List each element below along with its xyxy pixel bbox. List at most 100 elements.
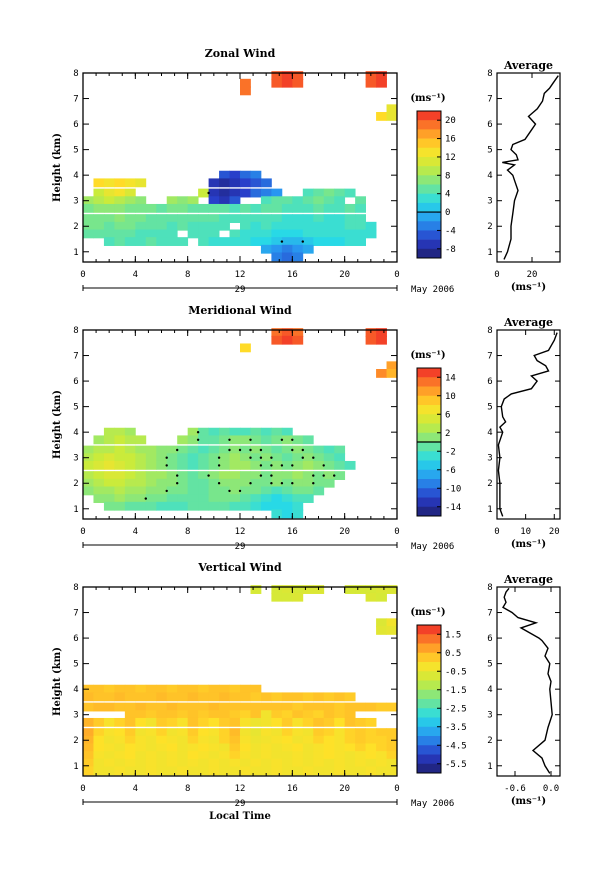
heatmap-cell [344,188,356,198]
y-tick-label: 6 [73,120,78,130]
colorbar-tick-label: 0.5 [445,649,461,659]
contour-point [165,464,168,467]
heatmap-cell [103,221,115,231]
contour-point [207,191,210,195]
heatmap-cell [135,196,147,206]
heatmap-cell [271,335,283,345]
heatmap-cell [93,188,105,198]
avg-x-axis-label: (ms⁻¹) [511,539,546,550]
month-label: May 2006 [411,285,454,295]
heatmap-cell [145,743,157,753]
date-label: 29 [235,542,246,552]
heatmap-cell [156,692,168,702]
contour-point [238,489,242,493]
heatmap-cell [145,766,157,776]
colorbar-unit: (ms⁻¹) [410,350,445,361]
contour-point [228,438,231,441]
heatmap-cell [250,445,262,455]
heatmap-cell [135,717,147,727]
heatmap-cell [302,453,314,463]
heatmap-cell [240,453,251,463]
heatmap-cell [219,486,230,496]
heatmap-cell [281,501,293,511]
heatmap-cell [166,494,178,503]
heatmap-cell [145,717,157,727]
heatmap-cell [250,758,262,768]
heatmap-cell [302,751,314,760]
heatmap-cell [323,717,335,727]
x-axis-label: Local Time [209,811,271,822]
heatmap-cell [281,692,293,702]
heatmap-cell [334,735,346,745]
colorbar-segment [417,193,441,204]
heatmap-cell [93,460,105,470]
heatmap-cell [271,486,283,496]
heatmap-cell [302,494,314,503]
heatmap-cell [240,178,251,188]
colorbar-unit: (ms⁻¹) [410,93,445,104]
heatmap-cell [145,203,157,213]
heatmap-cell [198,486,209,496]
heatmap-cell [114,766,126,776]
y-tick-label: 8 [73,69,78,79]
heatmap-cell [198,229,209,239]
heatmap-cell [177,203,189,213]
heatmap-cell [114,471,126,480]
heatmap-cell [156,702,168,712]
heatmap-cell [145,486,157,496]
heatmap-cell [166,743,178,753]
panel-title: Zonal Wind [205,47,276,60]
heatmap-cell [365,78,377,88]
contour-point [301,448,304,452]
avg-x-tick-label: 0.0 [543,784,559,794]
colorbar-segment [417,166,441,176]
heatmap-cell [260,229,272,239]
heatmap-cell [344,237,356,246]
heatmap-cell [208,728,220,737]
heatmap-cell [334,229,346,239]
heatmap-cell [376,618,387,628]
heatmap-cell [83,751,94,760]
heatmap-cell [219,178,230,188]
heatmap-cell [177,478,189,488]
heatmap-cell [208,692,220,702]
heatmap-cell [271,501,283,511]
heatmap-cell [250,229,262,239]
heatmap-cell [166,702,178,712]
heatmap-cell [177,221,189,231]
heatmap-cell [271,244,283,254]
heatmap-cell [135,766,147,776]
heatmap-cell [219,170,230,180]
heatmap-cell [355,735,366,745]
heatmap-cell [103,501,115,511]
heatmap-cell [260,478,272,488]
avg-y-tick-label: 7 [487,95,492,105]
heatmap-cell [103,453,115,463]
heatmap-cell [177,471,189,480]
heatmap-cell [260,494,272,503]
heatmap-cell [271,435,283,445]
heatmap-cell [114,702,126,712]
x-tick-label: 4 [133,270,138,280]
heatmap-cell [135,435,147,445]
heatmap-cell [135,758,147,768]
heatmap-cell [83,203,94,213]
y-tick-label: 6 [73,377,78,387]
x-tick-label: 12 [235,784,246,794]
heatmap-cell [292,509,304,519]
heatmap-cell [271,445,283,455]
heatmap-cell [156,717,168,727]
heatmap-cell [219,717,230,727]
y-tick-label: 4 [73,428,78,438]
heatmap-cell [260,471,272,480]
heatmap-cell [240,229,251,239]
heatmap-cell [355,758,366,768]
heatmap-cell [260,460,272,470]
heatmap-cell [198,751,209,760]
heatmap-cell [292,751,304,760]
heatmap-cell [103,237,115,246]
heatmap-cell [281,710,293,720]
colorbar-segment [417,726,441,737]
heatmap-cell [219,494,230,503]
heatmap-cell [334,766,346,776]
